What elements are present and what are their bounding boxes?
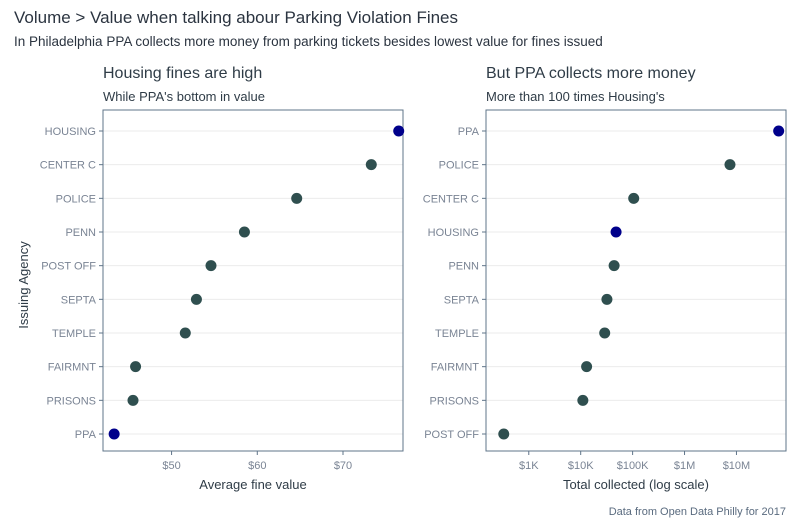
x-tick-label: $10M [723, 460, 751, 472]
y-tick-label: PENN [65, 227, 96, 239]
data-point [724, 159, 736, 171]
y-tick-label: SEPTA [444, 294, 480, 306]
y-tick-label: POLICE [56, 193, 96, 205]
data-point [127, 394, 139, 406]
chart-title: Volume > Value when talking abour Parkin… [14, 8, 458, 27]
y-tick-label: PPA [458, 126, 480, 138]
y-tick-label: PRISONS [429, 395, 479, 407]
chart-caption: Data from Open Data Philly for 2017 [609, 506, 786, 518]
x-tick-label: $10K [568, 460, 594, 472]
y-tick-label: PPA [75, 429, 97, 441]
y-tick-label: CENTER C [40, 160, 96, 172]
chart-subtitle: In Philadelphia PPA collects more money … [14, 34, 603, 49]
y-tick-label: POST OFF [41, 261, 96, 273]
panel-frame [102, 109, 404, 452]
panel-1: Housing fines are high While PPA's bottom… [40, 65, 405, 492]
data-point [205, 260, 217, 272]
y-tick-label: FAIRMNT [431, 362, 480, 374]
x-tick-label: $100K [617, 460, 649, 472]
x-tick-label: $60 [248, 460, 266, 472]
y-axis-title: Issuing Agency [16, 241, 31, 329]
data-point [393, 125, 405, 137]
x-tick-label: $1K [519, 460, 539, 472]
panel-subtitle: While PPA's bottom in value [103, 89, 265, 104]
data-point [130, 361, 142, 373]
y-tick-label: CENTER C [423, 193, 479, 205]
data-point [610, 226, 622, 238]
data-point [190, 293, 202, 305]
data-point [498, 428, 510, 440]
data-point [108, 428, 120, 440]
x-tick-label: $50 [162, 460, 180, 472]
y-tick-label: POLICE [439, 160, 479, 172]
data-point [238, 226, 250, 238]
y-tick-label: HOUSING [45, 126, 96, 138]
x-axis-title: Average fine value [199, 477, 306, 492]
data-point [601, 293, 613, 305]
panel-subtitle: More than 100 times Housing's [486, 89, 665, 104]
y-tick-label: SEPTA [61, 294, 97, 306]
panel-title: But PPA collects more money [486, 65, 696, 82]
y-tick-label: HOUSING [428, 227, 479, 239]
y-tick-label: TEMPLE [52, 328, 96, 340]
y-tick-label: PENN [448, 261, 479, 273]
panel-title: Housing fines are high [103, 65, 262, 82]
data-point [179, 327, 191, 339]
data-point [577, 394, 589, 406]
y-tick-label: PRISONS [46, 395, 96, 407]
data-point [628, 192, 640, 204]
data-point [581, 361, 593, 373]
data-point [599, 327, 611, 339]
y-tick-label: POST OFF [424, 429, 479, 441]
panel-2: But PPA collects more money More than 100… [423, 65, 787, 492]
panel-frame [485, 109, 787, 452]
y-tick-label: TEMPLE [435, 328, 479, 340]
data-point [773, 125, 785, 137]
data-point [365, 159, 377, 171]
x-tick-label: $1M [674, 460, 695, 472]
y-tick-label: FAIRMNT [48, 362, 97, 374]
x-tick-label: $70 [334, 460, 352, 472]
data-point [291, 192, 303, 204]
x-axis-title: Total collected (log scale) [563, 477, 709, 492]
data-point [608, 260, 620, 272]
